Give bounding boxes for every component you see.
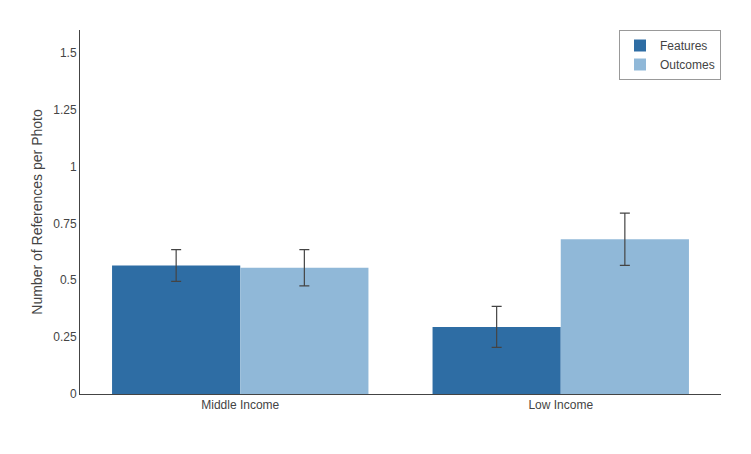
svg-text:1: 1	[70, 160, 77, 174]
svg-text:0.75: 0.75	[53, 217, 77, 231]
svg-text:Middle Income: Middle Income	[201, 398, 279, 412]
svg-text:0.25: 0.25	[53, 330, 77, 344]
svg-text:Low Income: Low Income	[528, 398, 593, 412]
svg-text:1.5: 1.5	[60, 46, 77, 60]
svg-text:Outcomes: Outcomes	[660, 58, 715, 72]
svg-text:Number of References per Photo: Number of References per Photo	[29, 109, 45, 315]
svg-text:0.5: 0.5	[60, 273, 77, 287]
svg-text:Features: Features	[660, 39, 707, 53]
svg-text:1.25: 1.25	[53, 103, 77, 117]
svg-text:0: 0	[70, 387, 77, 401]
